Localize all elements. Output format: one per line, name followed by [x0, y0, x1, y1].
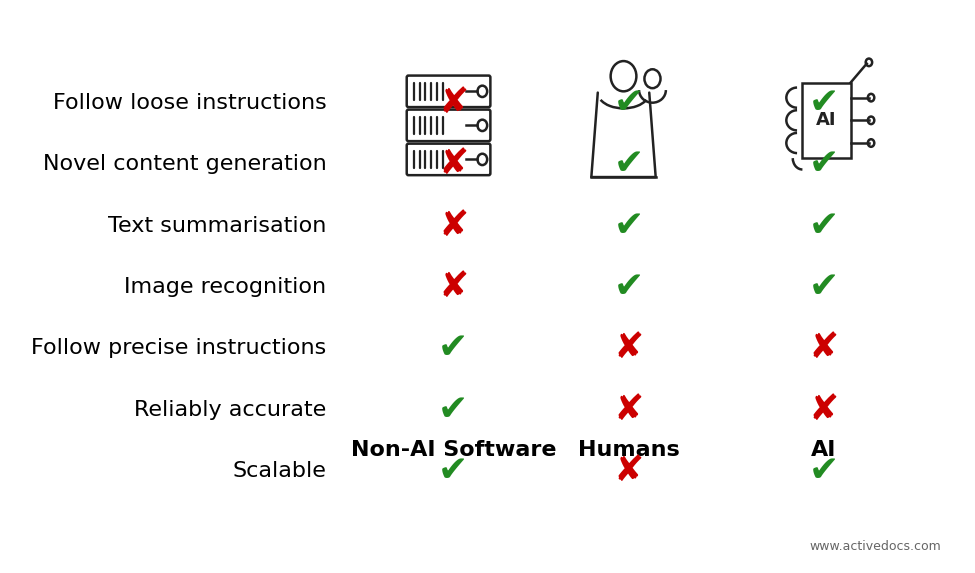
- Text: www.activedocs.com: www.activedocs.com: [809, 540, 941, 553]
- Text: Follow loose instructions: Follow loose instructions: [53, 93, 327, 113]
- Text: ✘: ✘: [438, 270, 469, 304]
- Text: ✔: ✔: [613, 209, 644, 243]
- Text: Reliably accurate: Reliably accurate: [135, 400, 327, 419]
- Text: Follow precise instructions: Follow precise instructions: [31, 339, 327, 358]
- Text: ✘: ✘: [438, 86, 469, 120]
- Text: Scalable: Scalable: [233, 461, 327, 481]
- Text: ✔: ✔: [438, 331, 469, 366]
- Text: Text summarisation: Text summarisation: [108, 216, 327, 236]
- Text: ✘: ✘: [613, 331, 644, 366]
- Text: ✘: ✘: [438, 209, 469, 243]
- Text: ✔: ✔: [438, 393, 469, 427]
- Text: AI: AI: [811, 440, 837, 460]
- Text: ✘: ✘: [808, 331, 839, 366]
- Text: ✔: ✔: [808, 209, 839, 243]
- Text: Novel content generation: Novel content generation: [43, 155, 327, 174]
- Text: ✔: ✔: [613, 270, 644, 304]
- Text: ✘: ✘: [808, 393, 839, 427]
- Text: Humans: Humans: [578, 440, 680, 460]
- Text: ✔: ✔: [613, 86, 644, 120]
- Text: ✔: ✔: [613, 147, 644, 182]
- Text: Image recognition: Image recognition: [125, 277, 327, 297]
- Text: ✔: ✔: [808, 270, 839, 304]
- Text: ✔: ✔: [808, 86, 839, 120]
- Text: ✔: ✔: [808, 147, 839, 182]
- Text: Non-AI Software: Non-AI Software: [351, 440, 556, 460]
- Text: ✘: ✘: [438, 147, 469, 182]
- Text: AI: AI: [816, 111, 837, 129]
- Text: ✔: ✔: [438, 454, 469, 488]
- Text: ✘: ✘: [613, 454, 644, 488]
- Text: ✔: ✔: [808, 454, 839, 488]
- Text: ✘: ✘: [613, 393, 644, 427]
